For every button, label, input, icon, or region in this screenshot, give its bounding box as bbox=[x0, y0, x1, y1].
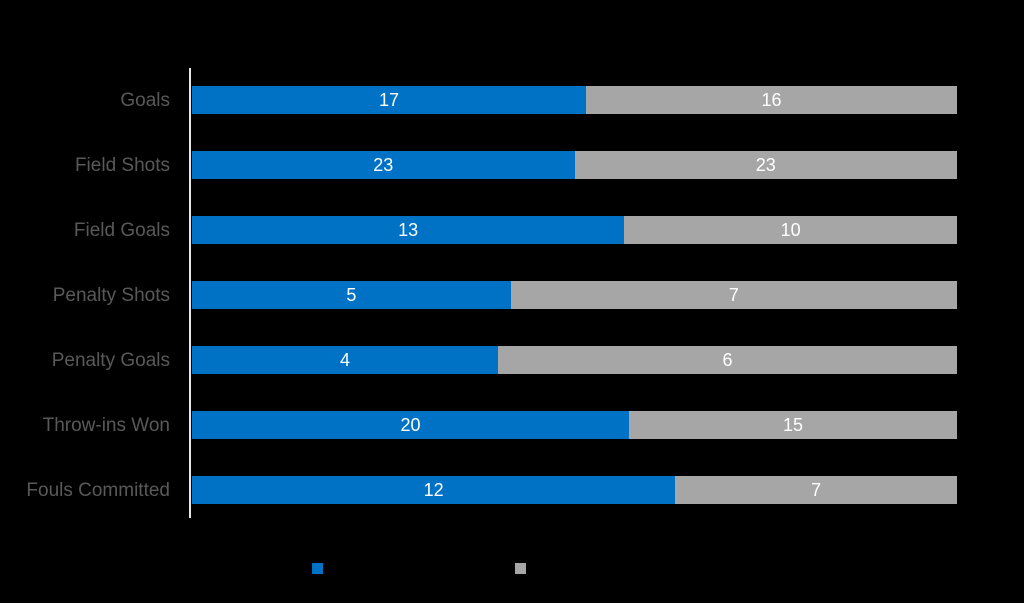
bar-value-label: 5 bbox=[346, 284, 357, 305]
bar-segment-gray: 10 bbox=[624, 216, 957, 244]
bar-value-label: 17 bbox=[379, 89, 400, 110]
stacked-bar: 12 7 bbox=[192, 476, 957, 504]
chart-row: Penalty Shots 5 7 bbox=[0, 263, 1024, 328]
chart-rows: Goals 17 16 Field Shots 23 23 Field Goals 13 10 P… bbox=[0, 68, 1024, 523]
bar-segment-gray: 7 bbox=[510, 281, 957, 309]
bar-value-label: 6 bbox=[722, 349, 733, 370]
legend-swatch-gray bbox=[515, 562, 526, 574]
bar-segment-blue: 13 bbox=[192, 216, 625, 244]
bar-value-label: 23 bbox=[373, 154, 394, 175]
stacked-bar: 20 15 bbox=[192, 411, 957, 439]
bar-value-label: 15 bbox=[783, 414, 804, 435]
bar-segment-gray: 6 bbox=[498, 346, 957, 374]
category-label: Fouls Committed bbox=[26, 479, 170, 501]
bar-value-label: 23 bbox=[755, 154, 776, 175]
chart-row: Fouls Committed 12 7 bbox=[0, 458, 1024, 523]
bar-value-label: 7 bbox=[811, 479, 822, 500]
bar-value-label: 7 bbox=[728, 284, 739, 305]
category-label: Field Goals bbox=[73, 219, 170, 241]
chart-row: Goals 17 16 bbox=[0, 68, 1024, 133]
stacked-bar: 17 16 bbox=[192, 86, 957, 114]
chart-row: Field Goals 13 10 bbox=[0, 198, 1024, 263]
category-label: Penalty Shots bbox=[52, 284, 170, 306]
legend-item-series2 bbox=[515, 562, 534, 574]
bar-value-label: 16 bbox=[761, 89, 782, 110]
bar-segment-gray: 15 bbox=[629, 411, 957, 439]
bar-value-label: 13 bbox=[398, 219, 419, 240]
bar-segment-blue: 23 bbox=[192, 151, 575, 179]
bar-segment-blue: 17 bbox=[192, 86, 587, 114]
bar-segment-blue: 20 bbox=[192, 411, 630, 439]
bar-segment-blue: 4 bbox=[192, 346, 498, 374]
stacked-bar: 13 10 bbox=[192, 216, 957, 244]
bar-value-label: 20 bbox=[400, 414, 421, 435]
bar-value-label: 12 bbox=[423, 479, 444, 500]
bar-segment-gray: 16 bbox=[586, 86, 957, 114]
legend-swatch-blue bbox=[312, 562, 323, 574]
bar-segment-blue: 12 bbox=[192, 476, 676, 504]
bar-segment-gray: 23 bbox=[574, 151, 957, 179]
chart-row: Throw-ins Won 20 15 bbox=[0, 393, 1024, 458]
bar-segment-gray: 7 bbox=[675, 476, 957, 504]
bar-value-label: 10 bbox=[780, 219, 801, 240]
bar-segment-blue: 5 bbox=[192, 281, 511, 309]
category-label: Goals bbox=[120, 89, 170, 111]
chart-row: Penalty Goals 4 6 bbox=[0, 328, 1024, 393]
category-label: Field Shots bbox=[74, 154, 170, 176]
category-axis-line bbox=[189, 68, 191, 518]
bar-value-label: 4 bbox=[339, 349, 350, 370]
chart-row: Field Shots 23 23 bbox=[0, 133, 1024, 198]
stacked-bar: 23 23 bbox=[192, 151, 957, 179]
category-label: Penalty Goals bbox=[51, 349, 170, 371]
legend-item-series1 bbox=[312, 562, 331, 574]
category-label: Throw-ins Won bbox=[42, 414, 170, 436]
